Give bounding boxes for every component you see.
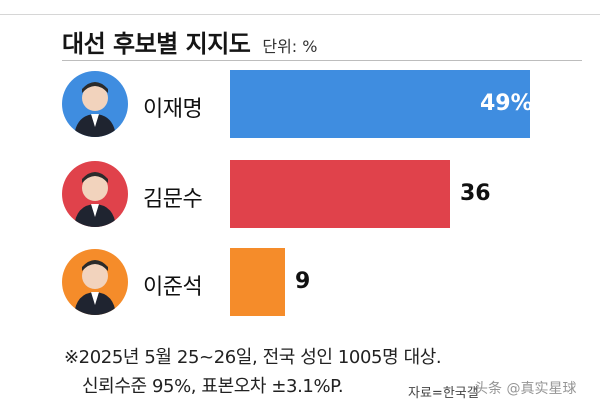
survey-note-line1: ※2025년 5월 25~26일, 전국 성인 1005명 대상. bbox=[64, 347, 442, 368]
candidate-avatar bbox=[62, 71, 128, 137]
person-icon bbox=[74, 260, 116, 315]
source-label: 자료=한국갤 bbox=[408, 386, 479, 401]
bar bbox=[230, 160, 450, 228]
top-rule bbox=[0, 0, 600, 15]
person-icon bbox=[74, 82, 116, 137]
survey-note-line2: 신뢰수준 95%, 표본오차 ±3.1%P. bbox=[82, 376, 344, 397]
candidate-avatar bbox=[62, 161, 128, 227]
title-divider bbox=[62, 60, 582, 61]
candidate-avatar bbox=[62, 249, 128, 315]
candidate-name: 이재명 bbox=[143, 97, 203, 122]
watermark: 头条 @真实星球 bbox=[474, 381, 577, 397]
chart-header: 대선 후보별 지지도 단위: % bbox=[62, 24, 317, 59]
person-icon bbox=[74, 172, 116, 227]
bar-row: 이준석 9 bbox=[0, 242, 600, 322]
bar-row: 김문수 36 bbox=[0, 154, 600, 234]
value-label: 36 bbox=[460, 181, 491, 206]
value-label: 49% bbox=[480, 91, 533, 116]
unit-label: 단위: % bbox=[262, 37, 318, 56]
bar-row: 이재명 49% bbox=[0, 64, 600, 144]
candidate-name: 김문수 bbox=[143, 187, 203, 212]
chart-title: 대선 후보별 지지도 bbox=[62, 30, 251, 58]
candidate-name: 이준석 bbox=[143, 275, 203, 300]
bar bbox=[230, 70, 530, 138]
bar bbox=[230, 248, 285, 316]
value-label: 9 bbox=[295, 269, 311, 294]
